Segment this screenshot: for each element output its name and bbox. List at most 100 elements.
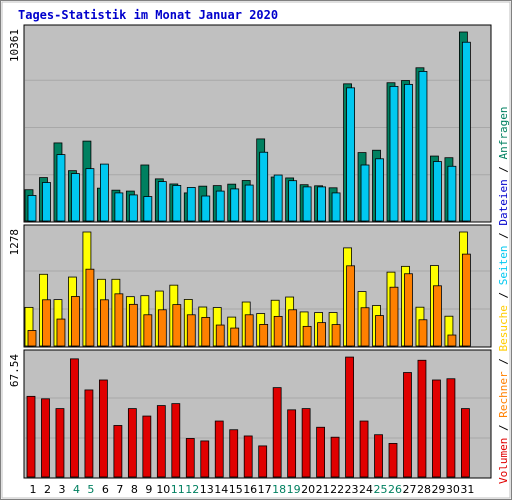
bar-middle-seiten-day-19 — [288, 309, 298, 347]
bar-middle-seiten-day-16 — [244, 314, 254, 347]
bar-middle-seiten-day-7 — [114, 293, 124, 347]
bar-bottom-volumen-day-28 — [417, 359, 427, 478]
x-tick-label-day-16: 16 — [243, 483, 257, 496]
bar-top-dateien-day-3 — [56, 154, 66, 222]
x-tick-label-day-18: 18 — [272, 483, 286, 496]
bar-top-dateien-day-18 — [273, 174, 283, 222]
bar-bottom-volumen-day-6 — [99, 379, 108, 478]
bar-bottom-volumen-day-26 — [388, 443, 398, 478]
bar-bottom-volumen-day-30 — [446, 378, 456, 478]
bar-middle-seiten-day-18 — [273, 315, 283, 347]
bar-bottom-volumen-day-3 — [55, 408, 65, 478]
bar-middle-seiten-day-22 — [331, 324, 341, 347]
bar-bottom-volumen-day-16 — [243, 435, 253, 478]
bar-bottom-volumen-day-22 — [330, 436, 340, 478]
bar-middle-seiten-day-27 — [404, 273, 413, 347]
bar-middle-seiten-day-23 — [346, 265, 355, 347]
bar-bottom-volumen-day-10 — [156, 405, 166, 478]
bar-bottom-volumen-day-23 — [345, 356, 354, 478]
bar-bottom-volumen-day-18 — [272, 387, 282, 478]
bar-top-dateien-day-14 — [215, 190, 225, 222]
x-tick-label-day-6: 6 — [102, 483, 109, 496]
bar-top-dateien-day-23 — [346, 87, 355, 222]
bar-bottom-volumen-day-13 — [200, 440, 210, 478]
x-tick-label-day-22: 22 — [330, 483, 344, 496]
bar-top-dateien-day-24 — [360, 164, 370, 222]
legend-entry-3: / — [497, 352, 510, 372]
x-tick-label-day-15: 15 — [229, 483, 243, 496]
bar-middle-seiten-day-29 — [433, 285, 442, 347]
bar-bottom-volumen-day-8 — [127, 408, 137, 478]
bar-top-dateien-day-26 — [389, 85, 399, 222]
bar-middle-seiten-day-30 — [447, 334, 457, 347]
bar-middle-seiten-day-4 — [71, 296, 80, 347]
bar-bottom-volumen-day-15 — [229, 429, 239, 478]
panel-bottom-ymax-label: 67.54 — [8, 354, 21, 387]
bar-top-dateien-day-7 — [114, 192, 124, 222]
bar-middle-seiten-day-26 — [389, 286, 399, 347]
x-tick-label-day-11: 11 — [171, 483, 185, 496]
bar-top-dateien-day-16 — [244, 184, 254, 222]
bar-bottom-volumen-day-29 — [432, 379, 441, 478]
bar-middle-seiten-day-9 — [143, 314, 153, 347]
bar-top-dateien-day-28 — [418, 71, 428, 222]
legend-entry-8: Dateien — [497, 179, 510, 225]
bar-bottom-volumen-day-12 — [185, 438, 195, 478]
bar-top-dateien-day-27 — [404, 83, 413, 222]
panel-top-ymax-label: 10361 — [8, 29, 21, 62]
x-tick-label-day-24: 24 — [359, 483, 373, 496]
bar-bottom-volumen-day-17 — [258, 445, 268, 478]
x-tick-label-day-14: 14 — [214, 483, 228, 496]
legend-entry-5: / — [497, 285, 510, 305]
bar-top-dateien-day-19 — [288, 180, 298, 222]
bar-middle-seiten-day-1 — [27, 330, 37, 347]
legend-entry-10: Anfragen — [497, 106, 510, 159]
x-tick-label-day-20: 20 — [301, 483, 315, 496]
bar-top-dateien-day-17 — [259, 151, 269, 222]
bar-bottom-volumen-day-5 — [84, 389, 94, 478]
bar-top-dateien-day-6 — [100, 163, 109, 222]
bar-bottom-volumen-day-27 — [403, 372, 412, 478]
bar-top-dateien-day-9 — [143, 196, 153, 222]
bar-bottom-volumen-day-24 — [359, 420, 369, 478]
bar-top-dateien-day-20 — [302, 186, 312, 222]
x-tick-label-day-31: 31 — [460, 483, 474, 496]
x-tick-label-day-3: 3 — [58, 483, 65, 496]
bar-bottom-volumen-day-21 — [316, 426, 326, 478]
bar-bottom-volumen-day-1 — [26, 395, 36, 478]
legend-entry-2: Rechner — [497, 371, 510, 418]
x-tick-label-day-5: 5 — [87, 483, 94, 496]
bar-middle-seiten-day-15 — [230, 327, 240, 347]
x-tick-label-day-27: 27 — [402, 483, 416, 496]
legend-entry-7: / — [497, 226, 510, 246]
bar-top-dateien-day-1 — [27, 195, 37, 222]
right-legend: Volumen / Rechner / Besuche / Seiten / D… — [497, 106, 510, 484]
x-tick-label-day-19: 19 — [287, 483, 301, 496]
bar-bottom-volumen-day-9 — [142, 415, 152, 478]
bar-bottom-volumen-day-2 — [41, 398, 50, 478]
bar-top-dateien-day-30 — [447, 165, 457, 222]
bar-top-dateien-day-12 — [186, 187, 196, 222]
bar-middle-seiten-day-8 — [128, 303, 138, 347]
bar-top-dateien-day-5 — [85, 168, 95, 222]
x-tick-label-day-1: 1 — [30, 483, 37, 496]
legend-entry-6: Seiten — [497, 246, 510, 286]
bar-middle-seiten-day-6 — [100, 299, 109, 347]
bar-top-dateien-day-29 — [433, 161, 442, 222]
bar-middle-seiten-day-24 — [360, 307, 370, 347]
x-tick-label-day-17: 17 — [258, 483, 272, 496]
bar-top-dateien-day-25 — [375, 158, 384, 222]
bar-middle-seiten-day-25 — [375, 315, 384, 347]
x-tick-label-day-4: 4 — [73, 483, 80, 496]
bar-middle-seiten-day-2 — [42, 299, 51, 347]
bar-top-dateien-day-22 — [331, 192, 341, 222]
bar-top-dateien-day-2 — [42, 182, 51, 222]
x-tick-label-day-29: 29 — [431, 483, 445, 496]
bar-middle-seiten-day-14 — [215, 324, 225, 347]
bar-bottom-volumen-day-4 — [70, 358, 79, 478]
bar-top-dateien-day-10 — [157, 181, 167, 222]
bar-bottom-volumen-day-31 — [460, 408, 470, 478]
bar-top-dateien-day-13 — [201, 195, 211, 222]
bar-bottom-volumen-day-19 — [287, 409, 297, 478]
